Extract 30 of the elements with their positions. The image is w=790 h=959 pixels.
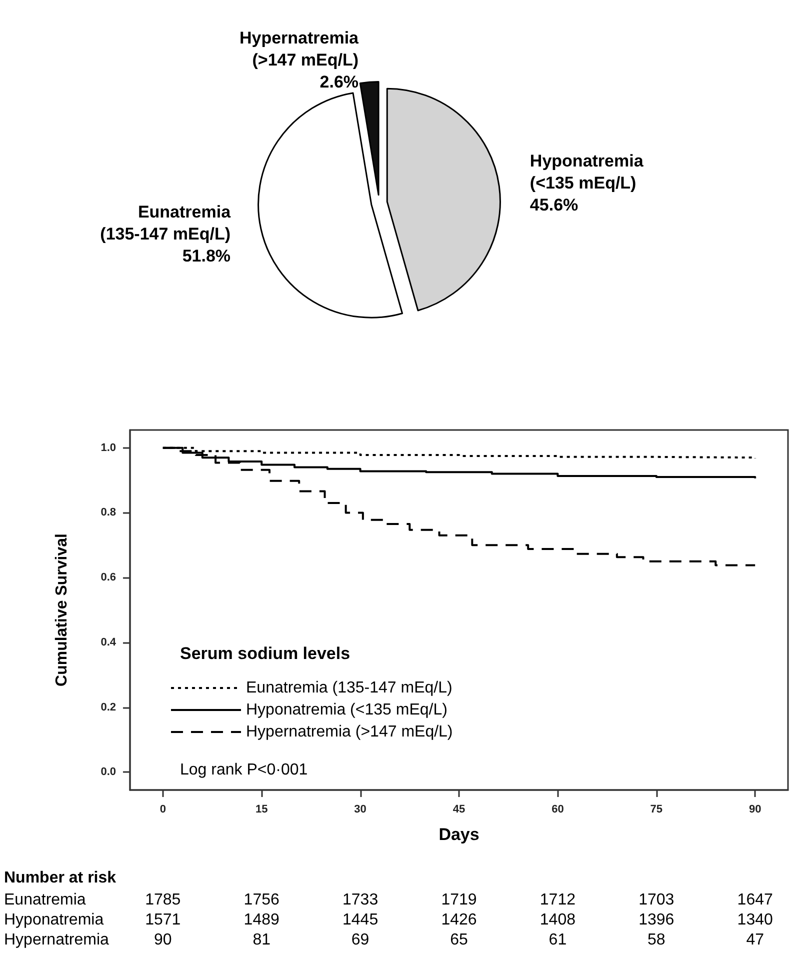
x-tick-label: 0: [160, 804, 166, 816]
x-tick-label: 45: [452, 804, 466, 816]
y-axis-title: Cumulative Survival: [54, 534, 70, 686]
data-label: 51.8%: [182, 246, 231, 266]
data-label: 45.6%: [530, 196, 578, 215]
legend-label: Hypernatremia (>147 mEq/L): [246, 724, 453, 740]
y-tick-label: 0.4: [100, 636, 117, 648]
slice-label: Hyponatremia (<135 mEq/L): [530, 152, 644, 193]
text: Number at risk: [4, 870, 116, 886]
legend-label: Eunatremia (135-147 mEq/L): [246, 680, 452, 696]
data-label: 2.6%: [320, 72, 359, 92]
x-tick-label: 75: [650, 804, 663, 816]
annotation: Log rank P<0·001: [180, 762, 308, 778]
y-tick-label: 1.0: [100, 442, 116, 454]
y-tick-label: 0.8: [100, 506, 116, 519]
y-tick-label: 0.0: [100, 766, 116, 778]
x-tick-label: 90: [748, 804, 762, 816]
slice-label: Hypernatremia (>147 mEq/L): [239, 28, 360, 70]
legend-title: Serum sodium levels: [180, 644, 350, 663]
legend-label: Hyponatremia (<135 mEq/L): [246, 702, 448, 718]
x-tick-label: 30: [354, 804, 366, 816]
x-axis-title: Days: [438, 825, 480, 844]
text: Hyponatremia 1571 1489 1445 1426 1408 1396 1340: [4, 912, 773, 928]
x-tick-label: 60: [552, 804, 564, 816]
y-tick-label: 0.2: [100, 701, 116, 714]
text: Hypernatremia 90 81 69 65 61 58 47: [4, 932, 764, 948]
text: Eunatremia 1785 1756 1733 1719 1712 1703 1647: [4, 892, 773, 908]
y-tick-label: 0.6: [100, 572, 116, 584]
x-tick-label: 15: [255, 804, 268, 816]
slice-label: Eunatremia (135-147 mEq/L): [100, 202, 232, 244]
